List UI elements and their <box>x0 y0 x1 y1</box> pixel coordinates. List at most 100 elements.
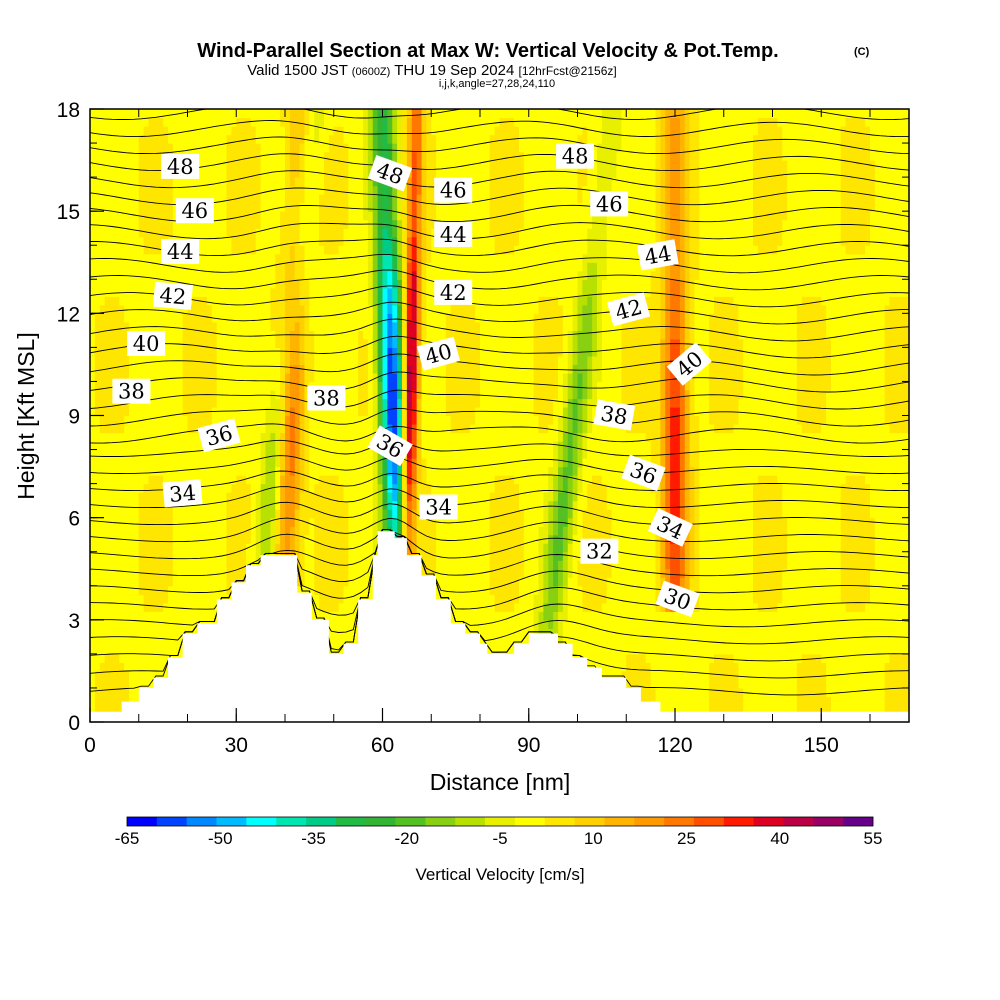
w-cell <box>207 611 213 621</box>
w-cell <box>367 236 374 246</box>
w-cell <box>333 628 340 638</box>
w-cell <box>207 134 213 144</box>
w-cell <box>324 364 330 374</box>
w-cell <box>158 662 164 672</box>
w-cell <box>119 653 125 663</box>
w-cell <box>124 653 130 663</box>
w-cell <box>333 168 340 178</box>
w-cell <box>338 526 345 536</box>
w-cell <box>90 381 96 391</box>
w-cell <box>328 364 335 374</box>
w-cell <box>153 381 159 391</box>
w-cell <box>246 458 252 468</box>
w-cell <box>421 160 427 170</box>
w-cell <box>216 500 223 510</box>
w-cell <box>109 662 115 672</box>
w-cell <box>416 313 423 323</box>
w-cell <box>285 109 291 119</box>
w-cell <box>90 177 96 187</box>
w-cell <box>260 475 267 485</box>
w-cell <box>250 398 257 408</box>
w-cell <box>275 449 281 459</box>
w-cell <box>143 585 150 595</box>
w-cell <box>129 653 135 663</box>
w-cell <box>207 355 213 366</box>
w-cell <box>275 364 281 374</box>
w-cell <box>304 304 310 314</box>
w-cell <box>192 134 198 144</box>
w-cell <box>319 126 325 136</box>
w-cell <box>343 424 349 434</box>
w-cell <box>163 577 169 587</box>
w-cell <box>192 381 198 391</box>
w-cell <box>348 143 354 153</box>
w-cell <box>90 134 96 144</box>
w-cell <box>119 134 125 144</box>
w-cell <box>377 398 384 408</box>
w-cell <box>168 628 174 638</box>
w-cell <box>129 679 135 689</box>
w-cell <box>133 364 140 374</box>
w-cell <box>299 270 306 280</box>
w-cell <box>221 143 228 153</box>
w-cell <box>411 236 418 246</box>
w-cell <box>324 424 330 434</box>
w-cell <box>280 458 286 468</box>
w-cell <box>353 321 359 331</box>
w-cell <box>319 406 325 417</box>
w-cell <box>221 594 228 604</box>
w-cell <box>226 270 232 280</box>
w-cell <box>377 458 384 468</box>
w-cell <box>158 466 164 476</box>
w-cell <box>406 492 413 502</box>
w-cell <box>382 194 388 204</box>
w-cell <box>158 560 164 570</box>
w-cell <box>246 517 252 527</box>
w-cell <box>182 415 189 425</box>
w-cell <box>392 381 398 391</box>
w-cell <box>333 151 340 161</box>
w-cell <box>367 534 374 544</box>
w-cell <box>265 389 271 400</box>
w-cell <box>299 228 306 238</box>
w-cell <box>202 126 208 136</box>
w-cell <box>328 611 335 621</box>
w-cell <box>406 245 413 255</box>
w-cell <box>416 177 423 187</box>
w-cell <box>211 398 218 408</box>
w-cell <box>226 466 232 476</box>
w-cell <box>333 134 340 144</box>
w-cell <box>382 398 388 408</box>
w-cell <box>363 151 369 161</box>
w-cell <box>392 466 398 476</box>
w-cell <box>285 185 291 195</box>
w-cell <box>211 143 218 153</box>
w-cell <box>280 228 286 238</box>
w-cell <box>172 415 179 425</box>
w-cell <box>250 560 257 570</box>
w-cell <box>221 492 228 502</box>
w-cell <box>192 185 198 195</box>
w-cell <box>109 679 115 689</box>
w-cell <box>187 628 193 638</box>
w-cell <box>392 211 398 221</box>
w-cell <box>221 551 228 561</box>
w-cell <box>211 245 218 255</box>
w-cell <box>363 364 369 374</box>
w-cell <box>328 296 335 306</box>
w-cell <box>163 568 169 578</box>
w-cell <box>338 415 345 425</box>
w-cell <box>377 270 384 280</box>
w-cell <box>285 219 291 229</box>
w-cell <box>367 151 374 161</box>
w-cell <box>153 117 159 127</box>
w-cell <box>197 160 203 170</box>
w-cell <box>387 458 393 468</box>
w-cell <box>353 262 359 272</box>
w-cell <box>153 466 159 476</box>
w-cell <box>294 551 301 561</box>
w-cell <box>202 526 208 536</box>
w-cell <box>402 381 408 391</box>
w-cell <box>260 194 267 204</box>
w-cell <box>119 458 125 468</box>
